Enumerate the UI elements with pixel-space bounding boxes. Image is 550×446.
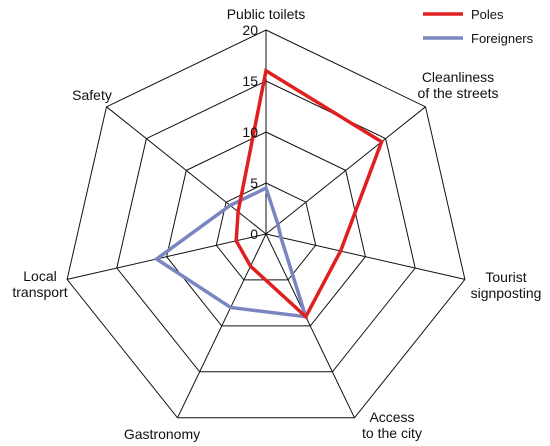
grid-ring-20 [66,29,466,419]
spoke-local-transport [66,233,267,280]
tick-label-5: 5 [250,175,258,191]
legend: Poles Foreigners [423,7,534,46]
axis-label-access-to-the-city: Access to the city [362,409,422,441]
axis-label-gastronomy: Gastronomy [124,426,200,442]
legend-item-foreigners: Foreigners [423,31,534,46]
axis-label-safety: Safety [72,87,112,103]
axis-label-cleanliness-of-the-streets: Cleanliness of the streets [418,69,499,101]
tick-label-20: 20 [242,22,258,38]
radar-grid [66,29,466,419]
radar-series [153,67,384,320]
legend-item-poles: Poles [423,7,504,22]
grid-ring-10 [166,131,366,327]
spoke-cleanliness-of-the-streets [265,106,426,235]
radar-tick-labels: 0 5 10 15 20 [242,22,258,242]
axis-label-public-toilets: Public toilets [227,6,306,22]
axis-label-local-transport: Local transport [12,268,67,300]
grid-ring-15 [116,80,416,373]
spoke-access-to-the-city [265,233,355,419]
legend-label-foreigners: Foreigners [471,31,534,46]
series-poles [234,67,384,320]
legend-label-poles: Poles [471,7,504,22]
tick-label-15: 15 [242,73,258,89]
spoke-tourist-signposting [265,233,466,280]
axis-label-tourist-signposting: Tourist signposting [471,269,542,301]
tick-label-10: 10 [242,124,258,140]
radar-axis-labels: Public toilets Cleanliness of the streets T… [12,6,541,442]
series-foreigners [153,185,309,319]
tick-label-0: 0 [250,226,258,242]
